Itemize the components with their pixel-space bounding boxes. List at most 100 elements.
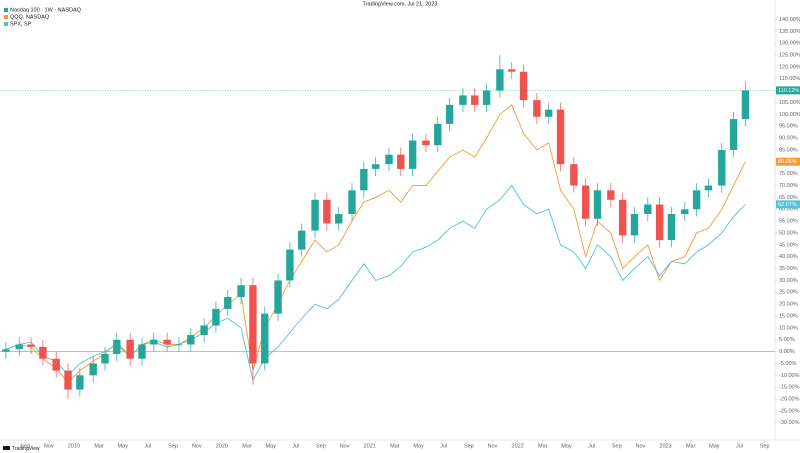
y-tick-label: 40.00% xyxy=(779,254,798,260)
x-tick-label: Jul xyxy=(144,443,151,449)
last-value-label: 110.12% xyxy=(778,88,799,94)
x-tick-label: 2020 xyxy=(216,443,228,449)
candle-body xyxy=(113,339,121,354)
candle-body xyxy=(385,154,393,165)
y-tick-label: 30.00% xyxy=(779,278,798,284)
candle-body xyxy=(667,214,676,241)
y-tick-label: 115.00% xyxy=(779,76,800,82)
candle-body xyxy=(39,346,47,359)
x-tick-label: Sep xyxy=(464,443,474,449)
legend-swatch xyxy=(4,22,8,26)
candle-body xyxy=(422,140,430,146)
candle-body xyxy=(581,185,590,219)
y-tick-label: 60.00% xyxy=(779,207,798,213)
y-tick-label: 100.00% xyxy=(779,112,800,118)
y-tick-label: 55.00% xyxy=(779,219,798,225)
x-tick-label: Sep xyxy=(760,443,770,449)
y-tick-label: -25.00% xyxy=(779,408,800,414)
candle-body xyxy=(371,164,380,169)
candle-body xyxy=(348,190,356,215)
x-tick-label: May xyxy=(561,443,572,449)
legend-swatch xyxy=(4,15,8,19)
x-tick-label: Mar xyxy=(242,443,252,449)
candle-body xyxy=(323,199,331,224)
x-tick-label: Mar xyxy=(686,443,696,449)
y-tick-label: 95.00% xyxy=(779,124,798,130)
candle-body xyxy=(286,249,294,281)
candle-body xyxy=(482,90,491,105)
y-tick-label: 105.00% xyxy=(779,100,800,106)
x-tick-label: Nov xyxy=(192,443,202,449)
candle-body xyxy=(519,71,528,101)
candle-body xyxy=(163,339,171,345)
y-tick-label: -15.00% xyxy=(779,385,800,391)
candle-body xyxy=(249,285,257,364)
candle-body xyxy=(630,214,639,236)
candle-body xyxy=(471,95,479,105)
candle-body xyxy=(459,95,467,105)
y-tick-label: 125.00% xyxy=(779,53,800,59)
last-value-tag xyxy=(776,157,800,166)
x-tick-label: Sep xyxy=(316,443,326,449)
candle-body xyxy=(397,154,405,169)
candle-body xyxy=(681,209,689,215)
y-tick-label: -20.00% xyxy=(779,396,800,402)
candle-body xyxy=(76,375,84,390)
x-tick-label: Nov xyxy=(340,443,350,449)
y-tick-label: 70.00% xyxy=(779,183,798,189)
y-tick-label: 0.00% xyxy=(779,349,795,355)
y-tick-label: 20.00% xyxy=(779,302,798,308)
candle-body xyxy=(434,123,442,146)
candle-body xyxy=(126,339,134,359)
legend-label: SPX, SP xyxy=(10,21,32,27)
x-tick-label: 2022 xyxy=(512,443,524,449)
legend-label: QQQ, NASDAQ xyxy=(10,14,50,20)
last-value-label: 62.07% xyxy=(778,202,797,208)
candle-body xyxy=(224,297,232,309)
y-tick-label: 5.00% xyxy=(779,337,795,343)
candle-body xyxy=(150,339,158,345)
y-tick-label: 130.00% xyxy=(779,41,800,47)
y-tick-label: 10.00% xyxy=(779,325,798,331)
candle-body xyxy=(570,164,578,186)
x-tick-label: Jul xyxy=(588,443,595,449)
x-tick-label: Mar xyxy=(538,443,548,449)
candle-body xyxy=(644,204,652,215)
x-tick-label: Mar xyxy=(390,443,400,449)
candle-body xyxy=(408,140,417,169)
candle-body xyxy=(741,90,750,120)
y-tick-label: 135.00% xyxy=(779,29,800,35)
candle-body xyxy=(175,344,183,346)
caption: TradingView.com, Jul 21, 2023 xyxy=(363,1,438,7)
x-tick-label: Jul xyxy=(440,443,447,449)
x-tick-label: May xyxy=(118,443,129,449)
candle-body xyxy=(2,349,10,352)
y-tick-label: -30.00% xyxy=(779,420,800,426)
x-tick-label: Jul xyxy=(736,443,743,449)
x-tick-label: Sep xyxy=(20,443,30,449)
candle-body xyxy=(200,325,208,335)
candle-body xyxy=(718,149,726,186)
y-tick-label: 50.00% xyxy=(779,230,798,236)
y-tick-label: 45.00% xyxy=(779,242,798,248)
legend-label: Nasdaq 100 · 1W · NASDAQ xyxy=(10,7,82,13)
y-tick-label: 75.00% xyxy=(779,171,798,177)
y-tick-label: 85.00% xyxy=(779,147,798,153)
candle-body xyxy=(274,280,282,314)
candle-body xyxy=(138,344,146,359)
x-tick-label: Nov xyxy=(488,443,498,449)
candle-body xyxy=(533,100,541,117)
candle-body xyxy=(618,199,627,236)
y-tick-label: 25.00% xyxy=(779,290,798,296)
candle-body xyxy=(360,168,368,191)
candle-body xyxy=(237,285,245,298)
candle-body xyxy=(187,334,195,345)
x-tick-label: Mar xyxy=(94,443,104,449)
candle-body xyxy=(15,344,23,350)
x-tick-label: Sep xyxy=(168,443,178,449)
candle-body xyxy=(655,204,664,241)
x-tick-label: Sep xyxy=(612,443,622,449)
last-value-tag xyxy=(776,86,800,95)
candle-body xyxy=(212,308,220,326)
